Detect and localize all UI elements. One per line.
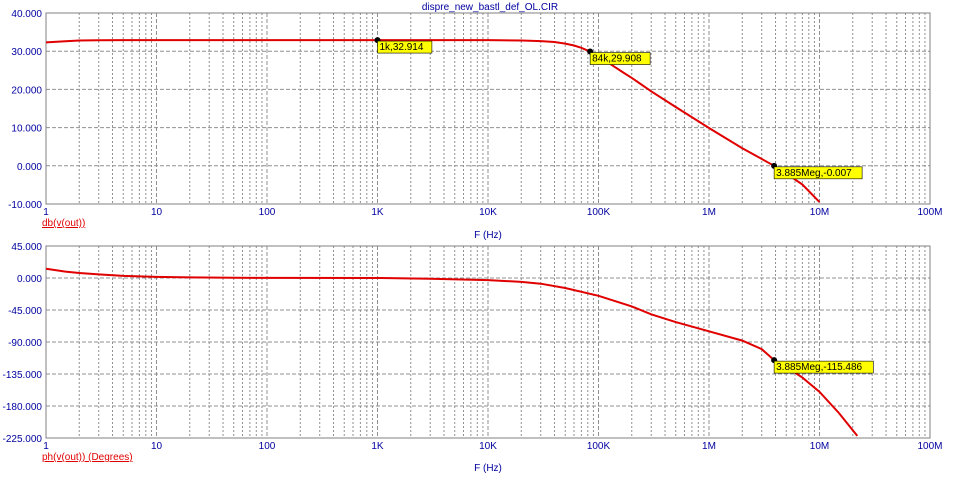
y-tick-label: 0.000 bbox=[17, 274, 42, 285]
series-line bbox=[46, 267, 859, 437]
y-tick-label: 45.000 bbox=[11, 242, 42, 253]
y-tick-label: 40.000 bbox=[11, 9, 42, 20]
trace-label: db(v(out)) bbox=[42, 218, 85, 229]
y-tick-label: -90.000 bbox=[8, 338, 42, 349]
marker-label: 1k,32.914 bbox=[380, 42, 424, 53]
x-tick-label: 1 bbox=[43, 441, 49, 452]
x-tick-label: 100 bbox=[259, 441, 276, 452]
x-tick-label: 10K bbox=[479, 207, 497, 218]
x-tick-label: 100K bbox=[587, 441, 611, 452]
y-tick-label: -45.000 bbox=[8, 306, 42, 317]
y-tick-label: 30.000 bbox=[11, 47, 42, 58]
marker-label-box bbox=[773, 166, 863, 180]
phase-plot: 45.000 0.000 -45.000 -90.000 -135.000 -180.00… bbox=[3, 242, 943, 474]
x-tick-label: 100M bbox=[917, 207, 942, 218]
x-axis-label: F (Hz) bbox=[474, 230, 502, 241]
y-tick-label: 0.000 bbox=[17, 162, 42, 173]
y-tick-label: 20.000 bbox=[11, 85, 42, 96]
x-tick-label: 10 bbox=[151, 441, 163, 452]
plot-frame bbox=[45, 12, 931, 205]
marker-label-box bbox=[773, 360, 874, 374]
x-tick-label: 10M bbox=[810, 441, 829, 452]
y-tick-label: 10.000 bbox=[11, 124, 42, 135]
x-tick-label: 10 bbox=[151, 207, 163, 218]
y-tick-label: -10.000 bbox=[8, 200, 42, 211]
marker-label-box bbox=[377, 40, 433, 54]
x-tick-label: 1M bbox=[702, 207, 716, 218]
trace-label: ph(v(out)) (Degrees) bbox=[42, 452, 133, 463]
y-tick-label: -225.000 bbox=[3, 434, 43, 445]
x-tick-label: 10M bbox=[810, 207, 829, 218]
marker-label: 84k,29.908 bbox=[592, 54, 642, 65]
x-tick-label: 100 bbox=[259, 207, 276, 218]
chart-title: dispre_new_bastl_def_OL.CIR bbox=[422, 2, 558, 13]
x-tick-label: 1 bbox=[43, 207, 49, 218]
marker-label-box bbox=[589, 52, 651, 65]
x-tick-label: 10K bbox=[479, 441, 497, 452]
series-line bbox=[46, 39, 821, 203]
plot-frame bbox=[45, 245, 931, 439]
x-tick-label: 1M bbox=[702, 441, 716, 452]
x-tick-label: 1K bbox=[371, 207, 384, 218]
x-tick-label: 100K bbox=[587, 207, 611, 218]
y-tick-label: -135.000 bbox=[3, 370, 43, 381]
marker-label: 3.885Meg,-115.486 bbox=[776, 362, 862, 373]
x-axis-label: F (Hz) bbox=[474, 463, 502, 474]
marker-label: 3.885Meg,-0.007 bbox=[776, 168, 852, 179]
y-tick-label: -180.000 bbox=[3, 402, 43, 413]
x-tick-label: 1K bbox=[371, 441, 384, 452]
x-tick-label: 100M bbox=[917, 441, 942, 452]
